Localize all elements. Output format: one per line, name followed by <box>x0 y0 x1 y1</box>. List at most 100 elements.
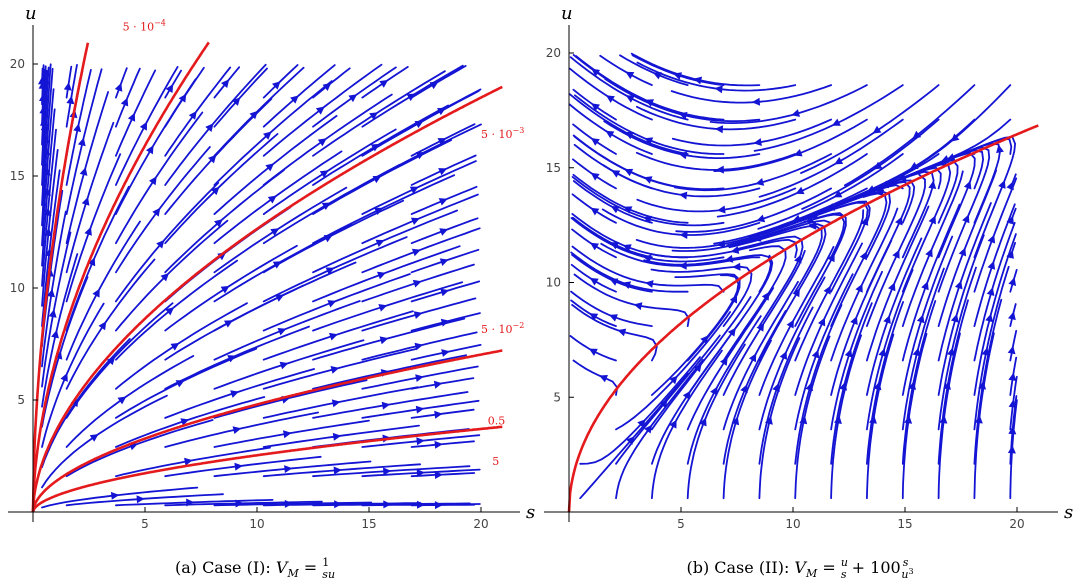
arrowhead <box>329 332 338 341</box>
arrowhead <box>940 155 950 163</box>
arrowhead <box>165 84 174 93</box>
streamline <box>361 160 477 215</box>
arrowhead <box>678 151 688 160</box>
arrowhead <box>409 186 419 194</box>
arrowhead <box>208 154 217 164</box>
level-curve-label: 5 · 10−2 <box>481 321 524 336</box>
arrowhead <box>859 251 867 261</box>
arrowhead <box>950 133 960 142</box>
arrowhead <box>986 287 995 296</box>
arrowhead <box>985 313 993 323</box>
arrowhead <box>117 396 127 405</box>
arrowhead <box>756 214 766 223</box>
streamline <box>65 65 73 99</box>
arrowhead <box>996 144 1004 154</box>
arrowhead <box>998 180 1006 189</box>
arrowhead <box>60 372 68 382</box>
arrowhead <box>437 138 447 146</box>
arrowhead <box>416 437 425 446</box>
arrowhead <box>839 381 848 391</box>
arrowhead <box>38 76 46 85</box>
arrowhead <box>331 399 341 408</box>
arrowhead <box>48 309 57 318</box>
arrowhead <box>180 418 190 426</box>
arrowhead <box>833 190 843 198</box>
arrowhead <box>429 81 439 90</box>
arrowhead <box>170 342 180 351</box>
arrowhead <box>51 329 59 339</box>
arrowhead <box>440 318 450 327</box>
streamline <box>671 118 832 147</box>
arrowhead <box>87 257 96 267</box>
arrowhead <box>928 180 937 189</box>
arrowhead <box>77 137 86 147</box>
streamline <box>758 337 801 500</box>
arrowhead <box>609 314 618 322</box>
arrowhead <box>693 76 703 85</box>
arrowhead <box>434 471 443 479</box>
arrowhead <box>327 300 337 308</box>
arrowhead <box>710 386 718 396</box>
arrowhead <box>411 248 421 257</box>
arrowhead <box>438 168 448 176</box>
arrowhead <box>878 348 887 357</box>
arrowhead <box>379 79 389 88</box>
arrowhead <box>605 130 615 139</box>
arrowhead <box>369 112 379 120</box>
arrowhead <box>188 111 197 120</box>
arrowhead <box>413 311 423 319</box>
arrowhead <box>184 457 193 466</box>
streamline <box>579 372 689 500</box>
arrowhead <box>73 123 82 133</box>
arrowhead <box>645 280 654 288</box>
arrowhead <box>958 247 967 257</box>
arrowhead <box>892 249 900 259</box>
arrowhead <box>230 390 239 398</box>
arrowhead <box>66 95 75 105</box>
arrowhead <box>415 405 425 414</box>
arrowhead <box>284 499 293 508</box>
streamline <box>758 306 814 465</box>
arrowhead <box>79 167 88 176</box>
arrowhead <box>136 495 145 504</box>
x-axis-label: s <box>1064 502 1073 523</box>
arrowhead <box>591 103 600 112</box>
x-tick-label: 15 <box>897 517 912 531</box>
arrowhead <box>622 244 632 252</box>
arrowhead <box>791 109 800 117</box>
arrowhead <box>38 80 47 89</box>
arrowhead <box>793 149 803 157</box>
arrowhead <box>438 198 448 206</box>
arrowhead <box>599 375 608 383</box>
streamline <box>651 296 752 431</box>
arrowhead <box>1007 345 1016 355</box>
streamline <box>572 359 619 396</box>
axes-b: 5 10 15 20 5 10 15 20 s u <box>544 3 1073 531</box>
x-tick-label: 10 <box>249 517 264 531</box>
arrowhead <box>623 206 633 214</box>
arrowhead <box>947 347 955 357</box>
arrowhead <box>855 283 863 293</box>
arrowhead <box>377 271 386 280</box>
arrowhead <box>850 316 858 325</box>
streamline <box>569 335 617 362</box>
y-tick-label: 5 <box>17 393 25 407</box>
arrowhead <box>590 242 599 251</box>
arrowhead <box>440 288 450 297</box>
streamline <box>570 299 617 327</box>
arrowhead <box>272 81 281 90</box>
arrowhead <box>439 258 449 266</box>
streamline <box>571 304 658 362</box>
arrowhead <box>987 234 996 244</box>
streamline <box>312 67 351 99</box>
arrowhead <box>434 440 443 449</box>
y-axis-label: u <box>561 3 573 24</box>
arrowhead <box>325 267 335 275</box>
arrowhead <box>642 254 652 263</box>
arrowhead <box>755 178 765 186</box>
arrowhead <box>590 172 600 181</box>
x-tick-label: 5 <box>141 517 149 531</box>
arrowhead <box>729 294 737 304</box>
streamline <box>213 115 338 215</box>
